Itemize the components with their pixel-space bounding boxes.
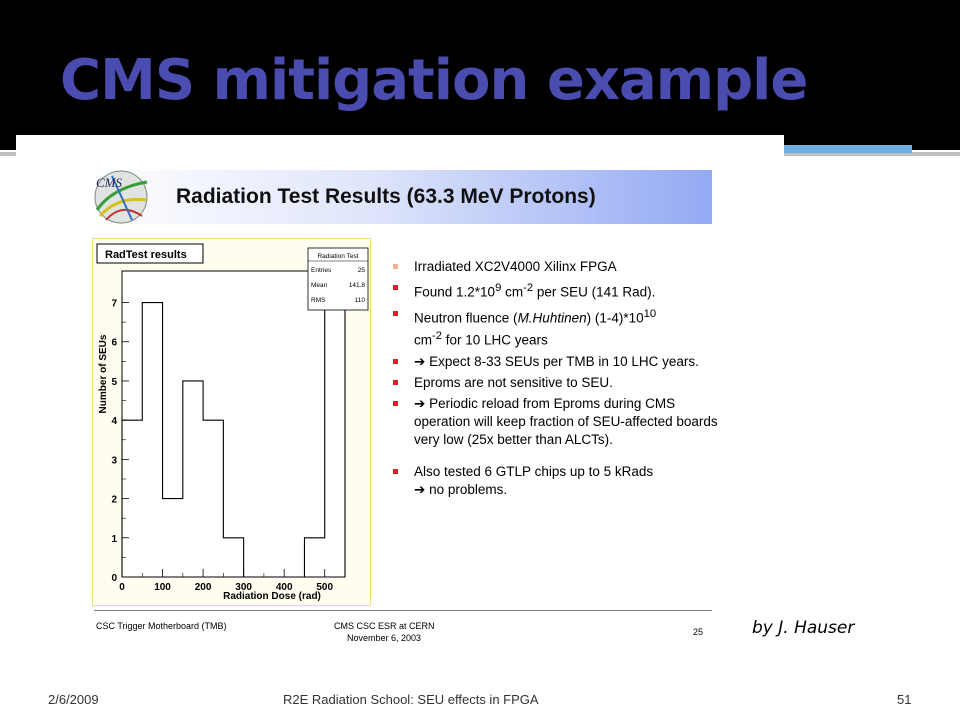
y-tick-label: 1 [111,534,117,545]
title-band [0,0,960,150]
arrow-icon: ➔ [414,481,426,497]
embedded-footer-center-2: November 6, 2003 [347,633,422,643]
embedded-footer-left: CSC Trigger Motherboard (TMB) [96,621,227,631]
bullet-item: Found 1.2*109 cm-2 per SEU (141 Rad). [390,279,720,302]
y-tick-label: 2 [111,495,117,506]
y-tick-label: 5 [111,377,117,388]
embedded-slide-banner [92,170,712,224]
x-tick-label: 200 [195,582,212,593]
seu-histogram: 0 1 2 3 4 5 6 7 0 100 200 300 400 500 RadTest results… [96,243,369,602]
x-tick-label: 400 [276,582,293,593]
bullet-item: Neutron fluence (M.Huhtinen) (1-4)*1010 c… [390,305,720,350]
x-axis-label: Radiation Dose (rad) [223,591,321,602]
stats-box: Radiation Test Entries 25 Mean 141.8 RMS… [307,247,369,311]
footer-title: R2E Radiation School: SEU effects in FPG… [283,692,539,707]
stats-entries-label: Entries [311,267,332,274]
stats-entries-value: 25 [358,267,366,274]
embedded-footer-divider [94,610,712,611]
stats-title: Radiation Test [317,253,358,260]
x-tick-label: 100 [154,582,171,593]
author-credit: by J. Hauser [752,618,855,638]
histogram-title: RadTest results [105,249,187,261]
embedded-footer-center-1: CMS CSC ESR at CERN [334,621,435,631]
stats-mean-value: 141.8 [349,282,366,289]
stats-rms-label: RMS [311,297,326,304]
x-tick-label: 500 [316,582,333,593]
y-tick-label: 6 [111,338,117,349]
footer-page-number: 51 [897,692,912,707]
cms-logo: CMS [94,170,148,224]
title-accent-bar [784,145,912,153]
bullet-item: Irradiated XC2V4000 Xilinx FPGA [390,258,720,276]
y-tick-label: 7 [111,299,117,310]
y-tick-label: 3 [111,455,117,466]
bullet-item: Also tested 6 GTLP chips up to 5 kRads ➔ … [390,463,720,499]
footer-date: 2/6/2009 [48,692,99,707]
bullet-list: Irradiated XC2V4000 Xilinx FPGA Found 1.… [390,258,720,502]
arrow-icon: ➔ [414,395,426,411]
histogram-title-box [96,243,204,264]
embedded-footer-page: 25 [693,627,704,637]
arrow-icon: ➔ [414,353,426,369]
plot-area [121,270,346,578]
y-axis-label: Number of SEUs [98,334,109,413]
histogram-panel: 0 1 2 3 4 5 6 7 0 100 200 300 400 500 RadTest results… [92,238,371,606]
bullet-item: Eproms are not sensitive to SEU. [390,374,720,392]
bullet-item: ➔ Expect 8-33 SEUs per TMB in 10 LHC yea… [390,353,720,371]
y-tick-label: 4 [111,416,117,427]
slide-title: CMS mitigation example [60,48,808,113]
cms-logo-text: CMS [96,175,123,190]
embedded-slide-title: Radiation Test Results (63.3 MeV Protons… [176,185,596,208]
x-tick-label: 0 [119,582,125,593]
bullet-item: ➔ Periodic reload from Eproms during CMS… [390,395,720,449]
x-tick-label: 300 [235,582,252,593]
y-tick-label: 0 [111,573,117,584]
histogram-line [121,301,346,578]
stats-rms-value: 110 [355,297,366,304]
stats-mean-label: Mean [311,282,328,289]
